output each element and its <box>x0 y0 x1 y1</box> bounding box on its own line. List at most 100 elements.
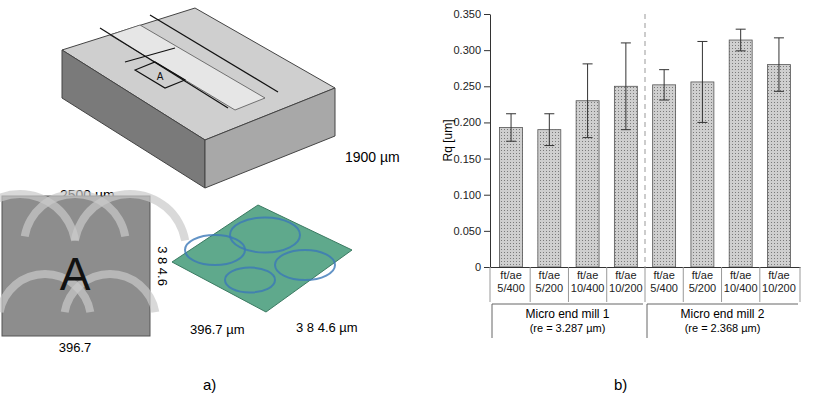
x-tick-label: ft/ae5/200 <box>689 269 717 294</box>
error-bar-cap <box>736 50 746 51</box>
error-bar-stem <box>511 114 512 141</box>
x-tick-label-line: ft/ae <box>768 269 789 281</box>
x-tick-label: ft/ae10/400 <box>724 269 758 294</box>
y-tick: 0.150 <box>453 153 490 165</box>
category-separator <box>490 267 491 302</box>
category-separator <box>606 267 607 302</box>
x-tick-label-line: 5/400 <box>650 282 678 294</box>
render-track <box>230 218 300 253</box>
block-line <box>100 28 228 108</box>
render-height-label: 3 8 4.6 µm <box>296 320 358 335</box>
y-tick-mark <box>484 122 490 123</box>
x-tick-label: ft/ae10/200 <box>762 269 796 294</box>
x-tick-label-line: 5/400 <box>497 282 525 294</box>
photo-arc <box>71 190 189 241</box>
y-axis-title: Rq [um] <box>441 119 455 161</box>
x-tick-label-line: ft/ae <box>615 269 636 281</box>
error-bar-cap <box>621 129 631 130</box>
group-bracket <box>647 304 798 305</box>
photo-width-label: 396.7 <box>59 340 92 355</box>
group-bracket <box>492 304 643 305</box>
block-line <box>150 15 278 92</box>
photo <box>2 196 150 336</box>
y-tick-mark <box>484 86 490 87</box>
render-surface <box>172 205 352 312</box>
y-tick: 0.200 <box>453 116 490 128</box>
y-axis-line <box>490 15 491 268</box>
x-tick: ft/ae5/200 <box>536 267 564 294</box>
x-tick: ft/ae10/200 <box>609 267 643 294</box>
error-bar-cap <box>621 42 631 43</box>
y-tick-label: 0.250 <box>453 80 481 92</box>
group-label: Micro end mill 1 <box>525 307 609 321</box>
group-label: Micro end mill 2 <box>680 307 764 321</box>
y-tick-mark <box>484 14 490 15</box>
y-tick-label: 0.050 <box>453 225 481 237</box>
group-bracket <box>492 304 493 338</box>
error-bar-cap <box>774 91 784 92</box>
x-tick-label-line: ft/ae <box>577 269 598 281</box>
x-tick-label: ft/ae10/400 <box>571 269 605 294</box>
error-bar-cap <box>583 137 593 138</box>
y-tick: 0.300 <box>453 44 490 56</box>
y-tick-mark <box>484 231 490 232</box>
render-track <box>225 268 275 293</box>
x-tick-label: ft/ae5/200 <box>536 269 564 294</box>
error-bar-stem <box>664 70 665 100</box>
x-tick-label-line: 10/400 <box>724 282 758 294</box>
y-tick-mark <box>484 159 490 160</box>
category-separator <box>721 267 722 302</box>
y-tick: 0.250 <box>453 80 490 92</box>
y-axis: 00.0500.1000.1500.2000.2500.3000.350 <box>453 8 490 273</box>
y-tick-mark <box>484 267 490 268</box>
error-bar-cap <box>659 69 669 70</box>
photo-height-label: 3 8 4.6 <box>155 246 170 286</box>
error-bar-cap <box>583 63 593 64</box>
block-depth-label: 1900 µm <box>345 149 400 165</box>
error-bar-cap <box>544 145 554 146</box>
region-label: A <box>157 71 164 82</box>
x-tick-label-line: 10/200 <box>762 282 796 294</box>
render-width-label: 396.7 µm <box>190 322 244 337</box>
x-tick-label-line: 5/200 <box>689 282 717 294</box>
group-separator <box>645 14 646 267</box>
x-tick: ft/ae10/200 <box>762 267 796 294</box>
x-tick-label: ft/ae5/400 <box>497 269 525 294</box>
error-bar-cap <box>659 100 669 101</box>
error-bar <box>659 70 669 100</box>
category-separator <box>800 267 801 302</box>
error-bar-stem <box>625 43 626 130</box>
y-tick-label: 0.100 <box>453 189 481 201</box>
x-tick: ft/ae5/200 <box>689 267 717 294</box>
error-bar <box>544 114 554 146</box>
render-track <box>275 250 335 280</box>
panel-a: A2500 µm1900 µmA396.73 8 4.6396.7 µm3 8 … <box>0 8 400 393</box>
photo-region-label: A <box>60 248 91 300</box>
error-bar-cap <box>506 113 516 114</box>
y-tick-mark <box>484 50 490 51</box>
error-bar-cap <box>697 122 707 123</box>
panel-b: 00.0500.1000.1500.2000.2500.3000.350Rq [… <box>441 8 801 393</box>
error-bar-cap <box>697 41 707 42</box>
x-tick-label-line: 5/200 <box>536 282 564 294</box>
error-bar <box>621 43 631 130</box>
x-tick-label-line: ft/ae <box>692 269 713 281</box>
group-note: (re = 3.287 µm) <box>530 322 606 334</box>
category-separator <box>683 267 684 302</box>
error-bar <box>583 64 593 138</box>
error-bar <box>506 114 516 141</box>
category-separator <box>759 267 760 302</box>
panel-label: a) <box>203 376 216 393</box>
y-tick-label: 0.350 <box>453 8 481 20</box>
panel-label: b) <box>614 376 627 393</box>
error-bar-cap <box>506 141 516 142</box>
group-bracket <box>647 304 648 338</box>
x-tick-label-line: ft/ae <box>539 269 560 281</box>
y-tick-label: 0.150 <box>453 153 481 165</box>
bar <box>538 130 561 267</box>
x-tick-label: ft/ae5/400 <box>650 269 678 294</box>
error-bar-stem <box>702 41 703 122</box>
error-bar <box>697 41 707 122</box>
y-tick-mark <box>484 195 490 196</box>
y-tick-label: 0.200 <box>453 116 481 128</box>
